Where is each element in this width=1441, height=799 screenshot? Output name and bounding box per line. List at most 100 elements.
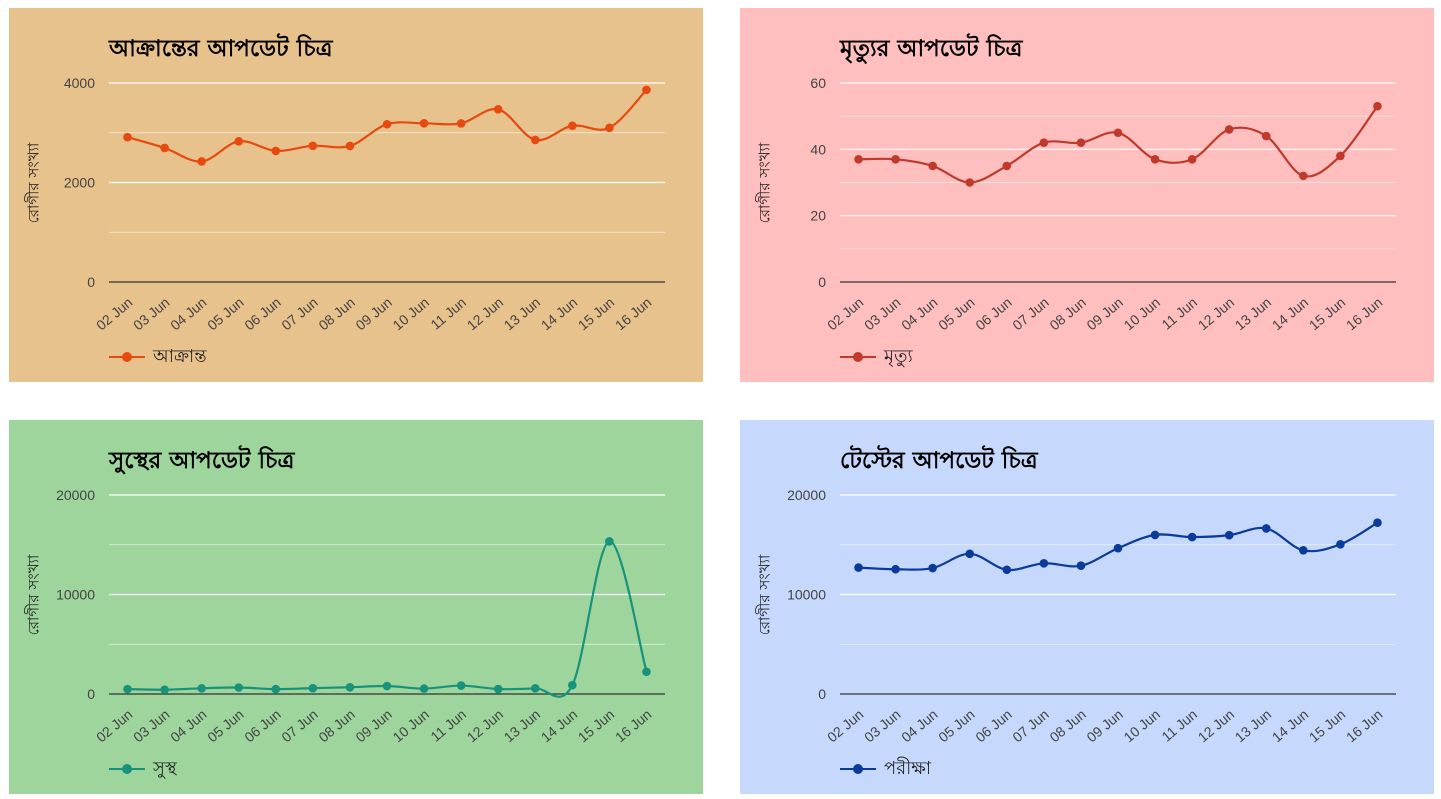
x-tick-label: 10 Jun — [1121, 294, 1163, 333]
x-tick-label: 10 Jun — [390, 294, 432, 333]
x-tick-label: 12 Jun — [464, 706, 506, 745]
legend-swatch — [840, 762, 876, 776]
x-tick-label: 03 Jun — [130, 706, 172, 745]
x-tick-label: 05 Jun — [935, 706, 977, 745]
x-tick-label: 09 Jun — [352, 294, 394, 333]
legend[interactable]: মৃত্যু — [840, 345, 913, 369]
x-tick-label: 09 Jun — [352, 706, 394, 745]
chart-title: মৃত্যুর আপডেট চিত্র — [840, 36, 1023, 62]
y-tick-label: 20 — [810, 208, 826, 224]
y-tick-label: 0 — [87, 274, 95, 290]
x-tick-label: 04 Jun — [898, 294, 940, 333]
data-point — [456, 681, 466, 690]
x-tick-label: 08 Jun — [315, 706, 357, 745]
data-point — [1150, 530, 1160, 540]
x-tick-label: 04 Jun — [167, 294, 209, 333]
x-tick-label: 10 Jun — [390, 706, 432, 745]
x-tick-label: 13 Jun — [1232, 706, 1274, 745]
x-tick-label: 05 Jun — [935, 294, 977, 333]
data-point — [123, 684, 132, 694]
data-point — [1002, 161, 1012, 171]
data-point — [456, 119, 466, 128]
chart-title: আক্রান্তের আপডেট চিত্র — [109, 36, 333, 62]
data-point — [1076, 561, 1086, 571]
chart-title: টেস্টের আপডেট চিত্র — [840, 448, 1038, 474]
chart-panel-recovered: 0 10000 20000 02 Jun 03 Jun 04 Jun 05 Jun 06 Ju… — [9, 420, 703, 794]
x-tick-label: 09 Jun — [1083, 294, 1125, 333]
data-point — [605, 537, 614, 546]
data-point — [382, 681, 392, 691]
legend-swatch — [109, 350, 145, 364]
y-tick-label: 40 — [810, 141, 826, 157]
x-tick-label: 07 Jun — [1009, 294, 1051, 333]
data-point — [891, 564, 900, 574]
data-point — [197, 157, 206, 166]
x-tick-label: 11 Jun — [427, 706, 469, 745]
x-tick-label: 05 Jun — [204, 706, 246, 745]
x-tick-label: 08 Jun — [1046, 706, 1088, 745]
x-tick-label: 13 Jun — [1232, 294, 1274, 333]
x-tick-label: 02 Jun — [824, 706, 866, 745]
x-tick-label: 14 Jun — [1269, 706, 1311, 745]
x-tick-label: 13 Jun — [501, 294, 543, 333]
legend[interactable]: সুস্থ — [109, 757, 177, 781]
data-point — [197, 683, 206, 693]
data-point — [160, 685, 169, 695]
legend-label: আক্রান্ত — [153, 345, 207, 367]
legend[interactable]: আক্রান্ত — [109, 345, 207, 369]
data-point — [1261, 131, 1271, 141]
y-tick-label: 4000 — [64, 75, 95, 91]
data-point — [854, 154, 863, 164]
x-tick-label: 08 Jun — [315, 294, 357, 333]
x-tick-label: 04 Jun — [898, 706, 940, 745]
y-tick-label: 0 — [818, 686, 826, 702]
data-point — [308, 141, 318, 151]
data-point — [1224, 530, 1234, 540]
data-point — [382, 119, 392, 129]
data-point — [1187, 532, 1197, 542]
x-tick-label: 12 Jun — [1195, 294, 1237, 333]
x-tick-label: 16 Jun — [1343, 294, 1385, 333]
chart-panel-tests: 0 10000 20000 02 Jun 03 Jun 04 Jun 05 Jun 06 Ju… — [740, 420, 1434, 794]
x-tick-label: 15 Jun — [575, 706, 617, 745]
data-point — [1336, 151, 1345, 161]
y-tick-label: 20000 — [787, 487, 826, 503]
data-point — [1261, 524, 1271, 533]
data-point — [530, 135, 540, 145]
x-tick-label: 09 Jun — [1083, 706, 1125, 745]
chart-panel-deaths: 0 20 40 60 02 Jun 03 Jun 04 Jun 05 Jun 06 Jun 07 … — [740, 8, 1434, 382]
x-tick-label: 13 Jun — [501, 706, 543, 745]
data-point — [271, 684, 281, 694]
data-point — [568, 680, 577, 690]
y-axis-label: রোগীর সংখ্যা — [24, 554, 43, 636]
legend[interactable]: পরীক্ষা — [840, 757, 931, 781]
y-tick-label: 10000 — [56, 587, 95, 603]
data-point — [928, 563, 937, 573]
data-point — [891, 154, 900, 164]
x-tick-label: 05 Jun — [204, 294, 246, 333]
data-point — [1039, 558, 1049, 568]
data-point — [1076, 138, 1086, 147]
x-tick-label: 16 Jun — [612, 706, 654, 745]
data-point — [568, 121, 577, 131]
y-tick-label: 20000 — [56, 487, 95, 503]
x-tick-label: 15 Jun — [575, 294, 617, 333]
x-tick-label: 15 Jun — [1306, 706, 1348, 745]
series-line — [127, 540, 648, 698]
data-point — [530, 684, 540, 693]
x-tick-label: 06 Jun — [241, 706, 283, 745]
x-tick-label: 02 Jun — [93, 294, 135, 333]
data-point — [419, 118, 429, 128]
y-tick-label: 60 — [810, 75, 826, 91]
x-tick-label: 10 Jun — [1121, 706, 1163, 745]
x-tick-label: 11 Jun — [1158, 294, 1200, 333]
data-point — [642, 667, 651, 677]
data-point — [234, 137, 244, 146]
data-point — [1224, 125, 1234, 134]
x-tick-label: 03 Jun — [861, 706, 903, 745]
data-point — [493, 105, 503, 114]
data-point — [1039, 138, 1049, 147]
x-tick-label: 06 Jun — [972, 706, 1014, 745]
data-point — [928, 161, 937, 171]
